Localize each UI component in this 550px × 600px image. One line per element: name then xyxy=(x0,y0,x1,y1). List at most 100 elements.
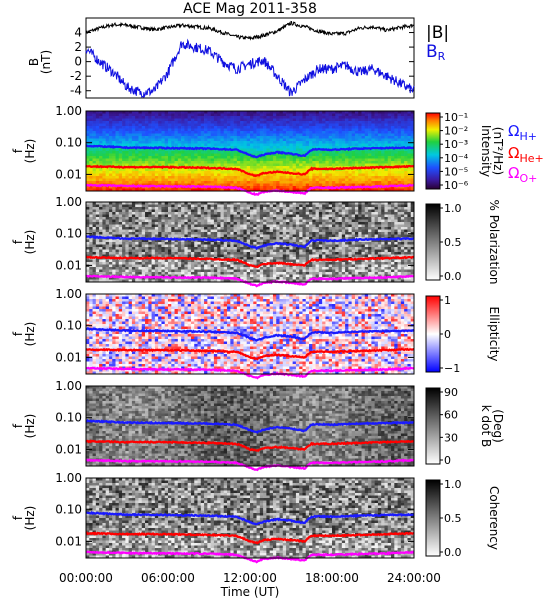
heatmap-cell xyxy=(404,188,408,192)
heatmap-cell xyxy=(272,141,277,144)
heatmap-cell xyxy=(108,234,113,238)
heatmap-cell xyxy=(125,123,129,127)
heatmap-cell xyxy=(318,111,323,114)
heatmap-cell xyxy=(272,158,277,162)
heatmap-cell xyxy=(286,161,290,164)
heatmap-cell xyxy=(322,173,326,177)
heatmap-cell xyxy=(394,143,398,147)
heatmap-cell xyxy=(279,156,284,159)
heatmap-cell xyxy=(240,267,244,270)
heatmap-cell xyxy=(102,186,106,189)
heatmap-cell xyxy=(128,186,133,189)
heatmap-cell xyxy=(318,188,323,192)
heatmap-cell xyxy=(223,262,228,265)
heatmap-cell xyxy=(227,242,231,245)
heatmap-cell xyxy=(112,128,116,132)
heatmap-cell xyxy=(125,133,129,137)
heatmap-cell xyxy=(335,113,339,117)
heatmap-cell xyxy=(138,232,143,235)
heatmap-cell xyxy=(243,239,248,243)
heatmap-cell xyxy=(243,146,248,149)
heatmap-cell xyxy=(407,151,412,154)
heatmap-cell xyxy=(279,188,284,192)
heatmap-cell xyxy=(122,133,126,137)
heatmap-cell xyxy=(354,163,359,167)
heatmap-cell xyxy=(227,237,231,240)
heatmap-cell xyxy=(86,126,90,129)
heatmap-cell xyxy=(354,171,359,174)
heatmap-cell xyxy=(279,178,284,182)
heatmap-cell xyxy=(318,146,323,149)
heatmap-cell xyxy=(99,219,103,223)
heatmap-cell xyxy=(332,118,336,122)
heatmap-cell xyxy=(361,128,366,132)
heatmap-cell xyxy=(286,148,290,152)
heatmap-cell xyxy=(158,219,162,223)
heatmap-cell xyxy=(227,143,231,147)
heatmap-cell xyxy=(309,136,313,139)
heatmap-cell xyxy=(200,188,205,192)
heatmap-cell xyxy=(138,171,143,174)
heatmap-cell xyxy=(240,224,244,228)
heatmap-cell xyxy=(92,136,97,139)
heatmap-cell xyxy=(184,249,188,253)
heatmap-cell xyxy=(230,227,234,230)
heatmap-cell xyxy=(236,262,241,265)
heatmap-cell xyxy=(263,204,267,208)
heatmap-cell xyxy=(236,257,241,260)
heatmap-cell xyxy=(384,143,389,147)
heatmap-cell xyxy=(358,138,362,142)
heatmap-cell xyxy=(243,168,248,172)
heatmap-cell xyxy=(128,252,133,255)
heatmap-cell xyxy=(236,151,241,154)
heatmap-cell xyxy=(328,118,333,122)
heatmap-cell xyxy=(95,171,100,174)
heatmap-cell xyxy=(181,183,185,187)
heatmap-cell xyxy=(158,249,162,253)
heatmap-cell xyxy=(318,118,323,122)
heatmap-cell xyxy=(161,128,166,132)
legend-b-total: |B| xyxy=(426,23,449,43)
heatmap-cell xyxy=(410,151,415,154)
heatmap-cell xyxy=(227,252,231,255)
heatmap-cell xyxy=(177,214,182,218)
heatmap-cell xyxy=(256,224,261,228)
heatmap-cell xyxy=(115,111,120,114)
heatmap-cell xyxy=(213,207,218,210)
heatmap-cell xyxy=(190,247,195,250)
heatmap-cell xyxy=(148,217,152,220)
heatmap-cell xyxy=(135,239,139,243)
heatmap-cell xyxy=(138,163,143,167)
heatmap-cell xyxy=(227,161,231,164)
heatmap-cell xyxy=(364,138,369,142)
heatmap-cell xyxy=(86,153,90,157)
heatmap-cell xyxy=(309,171,313,174)
heatmap-cell xyxy=(135,116,139,119)
heatmap-cell xyxy=(86,111,90,114)
heatmap-cell xyxy=(223,259,228,263)
heatmap-cell xyxy=(233,244,238,248)
heatmap-cell xyxy=(164,176,169,179)
heatmap-cell xyxy=(181,188,185,192)
heatmap-cell xyxy=(348,156,352,159)
heatmap-cell xyxy=(394,173,398,177)
heatmap-cell xyxy=(243,156,248,159)
heatmap-cell xyxy=(230,237,234,240)
heatmap-cell xyxy=(92,219,97,223)
heatmap-cell xyxy=(102,219,106,223)
heatmap-cell xyxy=(332,161,336,164)
heatmap-cell xyxy=(233,217,238,220)
heatmap-cell xyxy=(220,118,225,122)
heatmap-cell xyxy=(210,128,215,132)
heatmap-cell xyxy=(118,244,123,248)
heatmap-cell xyxy=(174,227,179,230)
heatmap-cell xyxy=(197,272,202,275)
heatmap-cell xyxy=(122,252,126,255)
heatmap-cell xyxy=(138,178,143,182)
heatmap-cell xyxy=(233,224,238,228)
heatmap-cell xyxy=(128,229,133,233)
heatmap-cell xyxy=(200,214,205,218)
heatmap-cell xyxy=(322,183,326,187)
heatmap-cell xyxy=(86,242,90,245)
heatmap-cell xyxy=(305,113,310,117)
